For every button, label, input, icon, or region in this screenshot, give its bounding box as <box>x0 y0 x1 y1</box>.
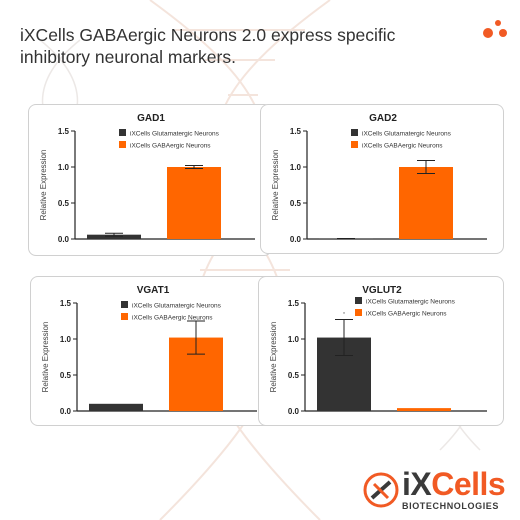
chart-title: GAD1 <box>137 113 165 124</box>
bar <box>167 167 221 239</box>
y-tick-label: 0.5 <box>58 199 70 208</box>
legend-swatch <box>121 301 128 308</box>
y-tick-label: 1.5 <box>60 299 72 308</box>
bar <box>87 234 141 239</box>
y-tick-label: 1.5 <box>288 299 300 308</box>
legend-swatch <box>351 141 358 148</box>
error-bar <box>187 320 205 355</box>
legend-label: iXCells GABAergic Neurons <box>362 143 443 150</box>
y-tick-label: 1.0 <box>290 163 302 172</box>
bar <box>399 167 453 239</box>
page-headline: iXCells GABAergic Neurons 2.0 express sp… <box>20 24 460 68</box>
y-tick-label: 0.0 <box>60 407 72 416</box>
legend-swatch <box>355 297 362 304</box>
legend-swatch <box>351 129 358 136</box>
chart-gad2: GAD2 Relative Expression 0.0 0.5 1.0 1.5 iXCel… <box>271 113 487 244</box>
error-bar <box>417 160 435 174</box>
logo-mark-icon <box>363 472 399 508</box>
logo-brand-suffix: Cells <box>431 466 506 502</box>
logo-wordmark: iXCells <box>402 466 506 503</box>
legend-label: iXCells GABAergic Neurons <box>132 315 213 322</box>
legend-label: iXCells GABAergic Neurons <box>366 311 447 318</box>
company-logo: iXCells BIOTECHNOLOGIES <box>362 466 510 514</box>
legend-swatch <box>119 141 126 148</box>
error-bar <box>105 232 123 237</box>
chart-card-gad1: GAD1 Relative Expression 0.0 0.5 1.0 1.5 iXCel… <box>28 104 272 256</box>
headline-line-1: iXCells GABAergic Neurons 2.0 express sp… <box>20 25 396 45</box>
chart-card-vglut2: VGLUT2 Relative Expression 0.0 0.5 1.0 1.5. iX… <box>258 276 504 426</box>
error-bar <box>185 165 203 169</box>
chart-vgat1: VGAT1 Relative Expression 0.0 0.5 1.0 1.5 iXCe… <box>41 285 257 416</box>
chart-gad1: GAD1 Relative Expression 0.0 0.5 1.0 1.5 iXCel… <box>39 113 255 244</box>
y-tick-label: 1.0 <box>60 335 72 344</box>
bar <box>89 403 143 411</box>
legend-label: iXCells Glutamatergic Neurons <box>366 299 456 306</box>
legend-label: iXCells Glutamatergic Neurons <box>362 131 452 138</box>
y-tick-label: 0.0 <box>290 235 302 244</box>
headline-line-2: inhibitory neuronal markers. <box>20 47 236 67</box>
bar <box>397 408 451 411</box>
y-tick-label: 0.5 <box>288 371 300 380</box>
y-axis-label: Relative Expression <box>271 150 280 221</box>
y-tick-label: 0.5 <box>60 371 72 380</box>
legend-swatch <box>355 309 362 316</box>
y-tick-label: 0.5 <box>290 199 302 208</box>
y-tick-label: 1.0 <box>58 163 70 172</box>
y-tick-label: 0.0 <box>288 407 300 416</box>
decorative-dots-icon <box>483 20 507 38</box>
logo-tagline: BIOTECHNOLOGIES <box>402 501 500 511</box>
y-tick-label: 1.5 <box>58 127 70 136</box>
error-bar <box>335 319 353 357</box>
chart-card-vgat1: VGAT1 Relative Expression 0.0 0.5 1.0 1.5 iXCe… <box>30 276 274 426</box>
y-tick-label: 1.5 <box>290 127 302 136</box>
y-axis-label: Relative Expression <box>41 322 50 393</box>
logo-brand-prefix: iX <box>402 466 432 502</box>
chart-title: GAD2 <box>369 113 397 124</box>
y-tick-label: 0.0 <box>58 235 70 244</box>
y-tick-label: 1.0 <box>288 335 300 344</box>
legend-label: iXCells Glutamatergic Neurons <box>132 303 222 310</box>
legend-swatch <box>119 129 126 136</box>
y-axis-label: Relative Expression <box>39 150 48 221</box>
chart-card-gad2: GAD2 Relative Expression 0.0 0.5 1.0 1.5 iXCel… <box>260 104 504 254</box>
chart-title: VGLUT2 <box>362 285 402 296</box>
significance-annotation: . <box>343 306 346 317</box>
legend-swatch <box>121 313 128 320</box>
y-axis-label: Relative Expression <box>269 322 278 393</box>
chart-title: VGAT1 <box>137 285 170 296</box>
chart-vglut2: VGLUT2 Relative Expression 0.0 0.5 1.0 1.5. iX… <box>269 285 487 416</box>
legend-label: iXCells Glutamatergic Neurons <box>130 131 220 138</box>
legend-label: iXCells GABAergic Neurons <box>130 143 211 150</box>
